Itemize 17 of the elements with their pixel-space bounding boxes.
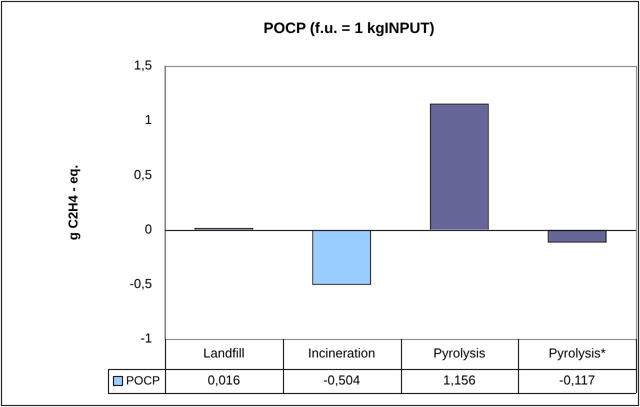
chart-title: POCP (f.u. = 1 kgINPUT) — [264, 20, 435, 38]
y-tick-label: 1 — [144, 112, 152, 128]
data-label: 1,156 — [443, 372, 476, 388]
y-tick-label: -0,5 — [130, 276, 152, 291]
x-tick-label: Pyrolysis* — [548, 346, 606, 361]
legend-label: POCP — [126, 373, 160, 388]
y-tick-label: -1 — [140, 330, 152, 346]
data-label: -0,504 — [323, 372, 360, 388]
x-tick-label: Pyrolysis — [433, 346, 486, 361]
x-tick-label: Incineration — [308, 346, 376, 361]
data-label: 0,016 — [208, 372, 240, 388]
x-tick-label: Landfill — [203, 346, 245, 361]
data-label: -0,117 — [559, 372, 596, 388]
y-tick-label: 1,5 — [134, 58, 152, 73]
y-tick-label: 0,5 — [134, 166, 152, 182]
y-axis-title: g C2H4 - eq. — [65, 164, 80, 240]
y-tick-label: 0 — [144, 221, 152, 236]
